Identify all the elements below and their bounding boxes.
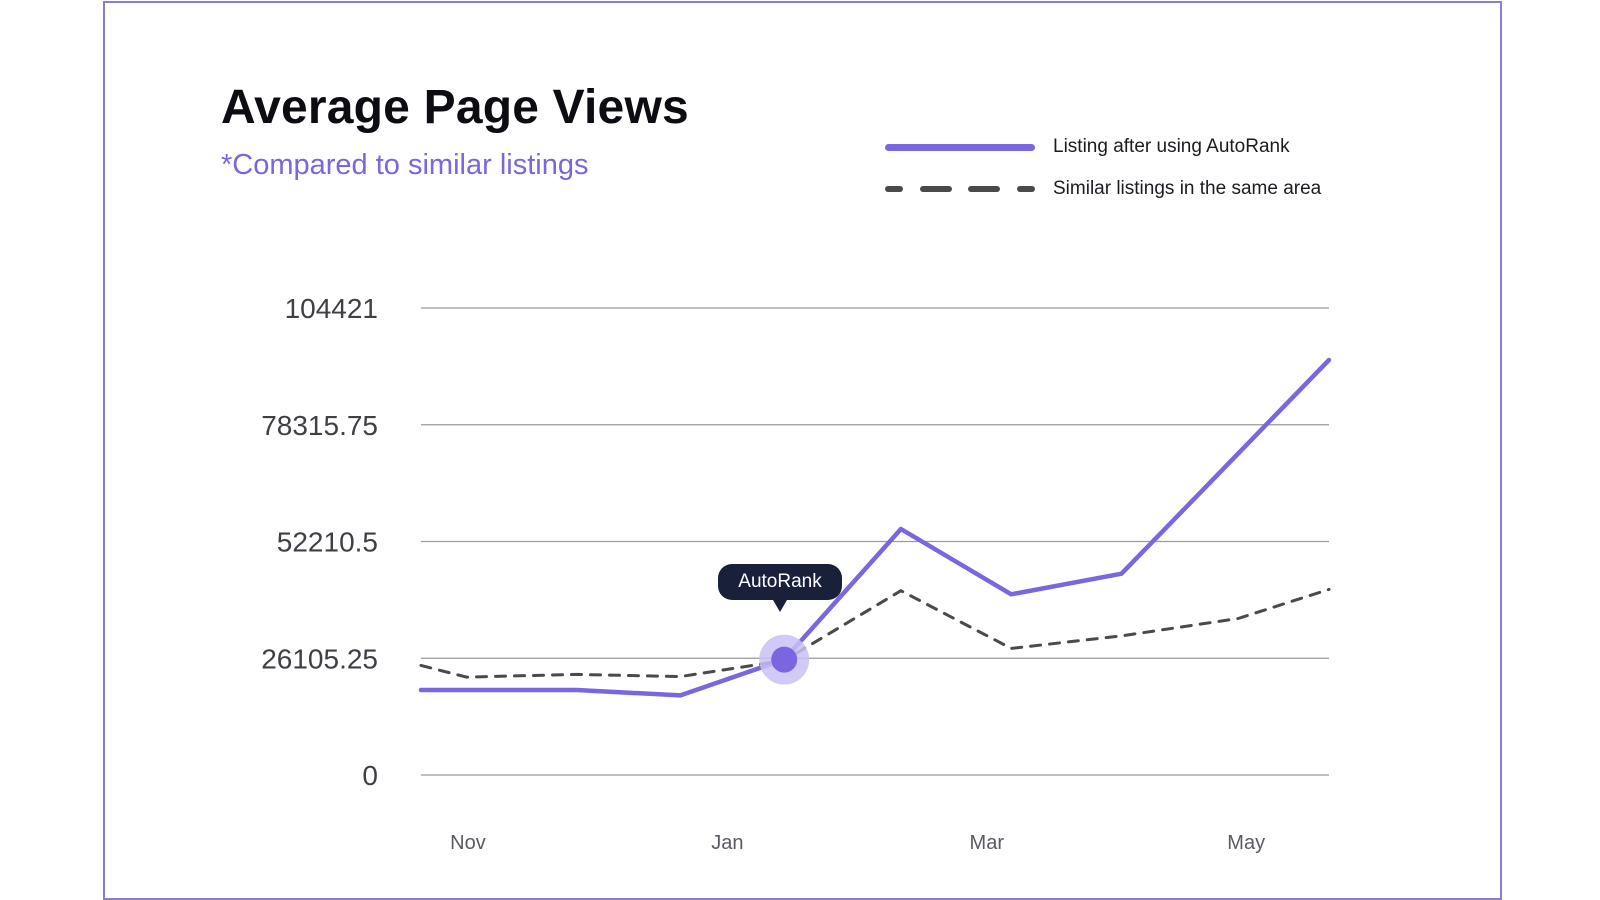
x-tick-label-mar: Mar bbox=[970, 832, 1005, 854]
legend-label-similar: Similar listings in the same area bbox=[1053, 178, 1322, 199]
x-tick-label-nov: Nov bbox=[450, 832, 486, 854]
y-tick-label-0: 0 bbox=[362, 760, 378, 791]
chart-frame bbox=[103, 1, 1502, 900]
chart-legend: Listing after using AutoRank Similar lis… bbox=[885, 126, 1321, 210]
series-line-autorank bbox=[418, 357, 1332, 698]
legend-entry-autorank: Listing after using AutoRank bbox=[885, 126, 1321, 168]
legend-entry-similar: Similar listings in the same area bbox=[885, 168, 1321, 210]
y-tick-label-2: 52210.5 bbox=[277, 527, 378, 558]
annotation-marker-point bbox=[771, 646, 798, 673]
legend-dashed-line-icon bbox=[885, 179, 1035, 199]
y-tick-label-4: 104421 bbox=[285, 293, 378, 324]
chart-subtitle: *Compared to similar listings bbox=[221, 149, 589, 181]
series-line-similar bbox=[419, 587, 1331, 679]
y-tick-label-3: 78315.75 bbox=[261, 410, 378, 441]
legend-solid-line-icon bbox=[885, 137, 1035, 157]
legend-label-autorank: Listing after using AutoRank bbox=[1053, 136, 1290, 157]
x-tick-label-may: May bbox=[1227, 832, 1265, 854]
chart-title: Average Page Views bbox=[221, 81, 689, 134]
x-tick-label-jan: Jan bbox=[711, 832, 743, 854]
chart-frame-bottom-edge bbox=[103, 898, 1502, 900]
autorank-annotation-tooltip: AutoRank bbox=[718, 564, 842, 612]
y-tick-label-1: 26105.25 bbox=[261, 643, 378, 674]
